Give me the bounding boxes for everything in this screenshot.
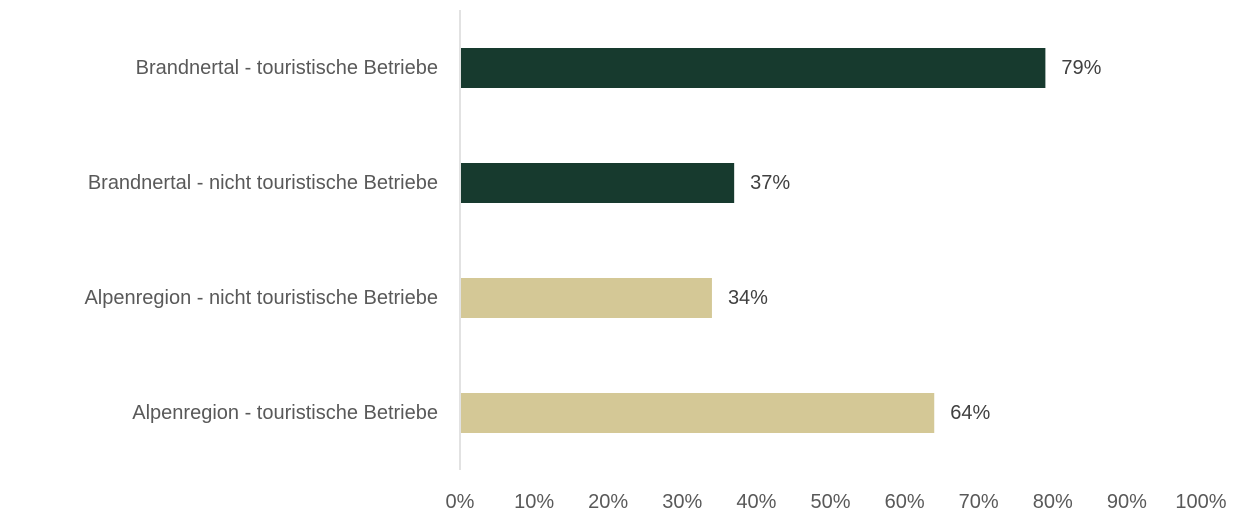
x-tick-label: 70% <box>959 491 999 509</box>
bars-group <box>461 48 1046 433</box>
category-label: Brandnertal - nicht touristische Betrieb… <box>88 172 438 194</box>
data-labels: 79% 37% 34% 64% <box>728 57 1102 424</box>
x-tick-label: 60% <box>885 491 925 509</box>
x-tick-label: 0% <box>446 491 475 509</box>
data-label: 64% <box>950 402 990 424</box>
bar <box>461 48 1046 88</box>
bar <box>461 393 935 433</box>
x-tick-label: 90% <box>1107 491 1147 509</box>
bar <box>461 163 735 203</box>
data-label: 79% <box>1061 57 1101 79</box>
category-label: Alpenregion - nicht touristische Betrieb… <box>84 287 438 309</box>
category-label: Alpenregion - touristische Betriebe <box>132 402 438 424</box>
category-label: Brandnertal - touristische Betriebe <box>136 57 438 79</box>
data-label: 34% <box>728 287 768 309</box>
x-tick-label: 80% <box>1033 491 1073 509</box>
x-tick-label: 100% <box>1175 491 1226 509</box>
bar <box>461 278 712 318</box>
x-tick-label: 50% <box>810 491 850 509</box>
category-labels: Brandnertal - touristische Betriebe Brand… <box>84 57 438 424</box>
x-tick-label: 10% <box>514 491 554 509</box>
x-tick-label: 40% <box>736 491 776 509</box>
x-axis-tick-labels: 0% 10% 20% 30% 40% 50% 60% 70% 80% 90% 100% <box>446 491 1227 509</box>
x-tick-label: 20% <box>588 491 628 509</box>
data-label: 37% <box>750 172 790 194</box>
x-tick-label: 30% <box>662 491 702 509</box>
